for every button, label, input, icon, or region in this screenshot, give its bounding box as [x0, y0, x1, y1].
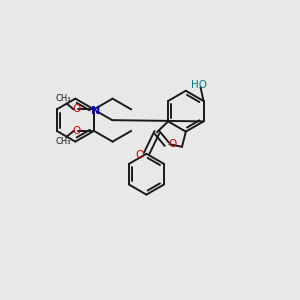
Text: N: N: [91, 106, 100, 116]
Text: CH₃: CH₃: [56, 94, 71, 103]
Text: O: O: [136, 150, 144, 160]
Text: CH₃: CH₃: [56, 137, 71, 146]
Text: HO: HO: [191, 80, 207, 90]
Text: O: O: [72, 104, 80, 114]
Text: O: O: [72, 126, 80, 136]
Text: O: O: [168, 139, 176, 149]
